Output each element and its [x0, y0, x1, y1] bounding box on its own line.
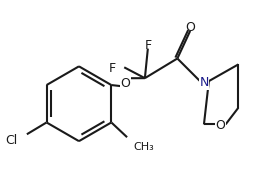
Text: Cl: Cl — [5, 134, 17, 147]
Text: O: O — [121, 77, 130, 90]
Text: F: F — [144, 39, 152, 52]
Text: F: F — [109, 62, 116, 75]
Text: N: N — [199, 76, 209, 89]
Text: CH₃: CH₃ — [133, 142, 154, 152]
Text: O: O — [185, 21, 195, 34]
Text: O: O — [216, 120, 225, 132]
